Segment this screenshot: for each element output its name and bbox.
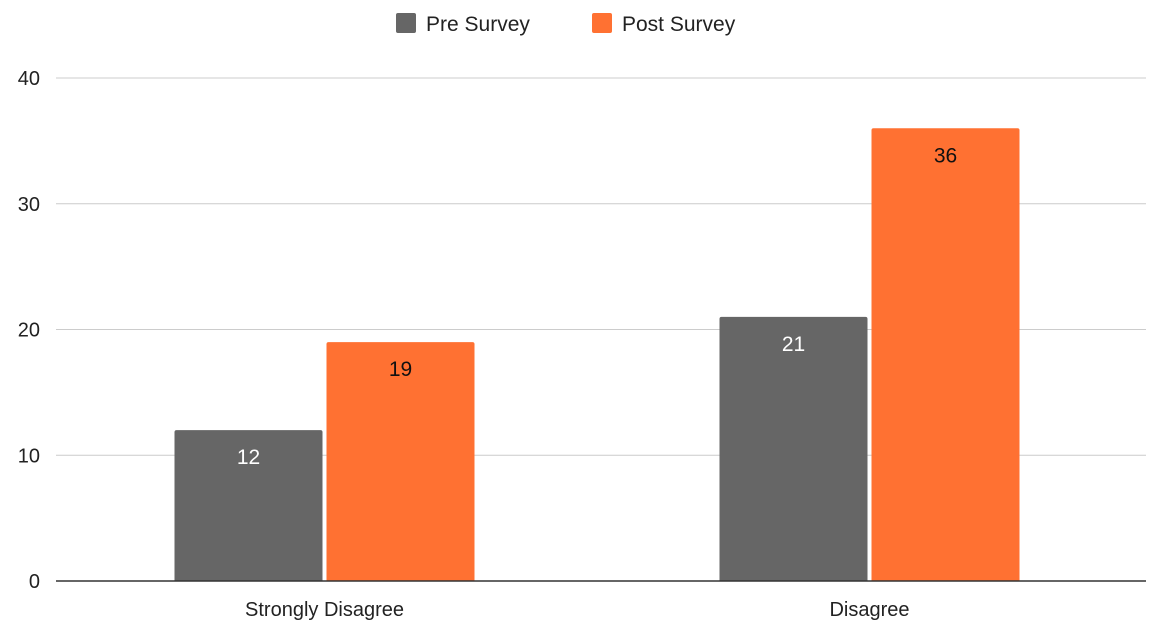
legend-swatch (592, 13, 612, 33)
x-category-label: Strongly Disagree (245, 599, 404, 621)
legend-item: Pre Survey (396, 13, 530, 36)
y-tick-label: 10 (18, 445, 40, 467)
legend-item: Post Survey (592, 13, 736, 36)
y-axis-ticks: 0 10 20 30 40 (18, 68, 40, 593)
x-axis-categories: Strongly Disagree Disagree (245, 599, 910, 621)
data-label: 12 (237, 446, 260, 469)
y-tick-label: 30 (18, 194, 40, 216)
legend-swatch (396, 13, 416, 33)
y-tick-label: 0 (29, 571, 40, 593)
data-label: 19 (389, 358, 412, 381)
y-tick-label: 20 (18, 320, 40, 342)
x-category-label: Disagree (829, 599, 909, 621)
bars (175, 128, 1020, 581)
legend-label: Pre Survey (426, 13, 530, 36)
data-label: 36 (934, 144, 957, 167)
legend-label: Post Survey (622, 13, 736, 36)
data-label: 21 (782, 333, 805, 356)
y-tick-label: 40 (18, 68, 40, 90)
bar-post-survey (872, 128, 1020, 581)
bar-pre-survey (720, 317, 868, 581)
legend: Pre Survey Post Survey (396, 13, 736, 36)
